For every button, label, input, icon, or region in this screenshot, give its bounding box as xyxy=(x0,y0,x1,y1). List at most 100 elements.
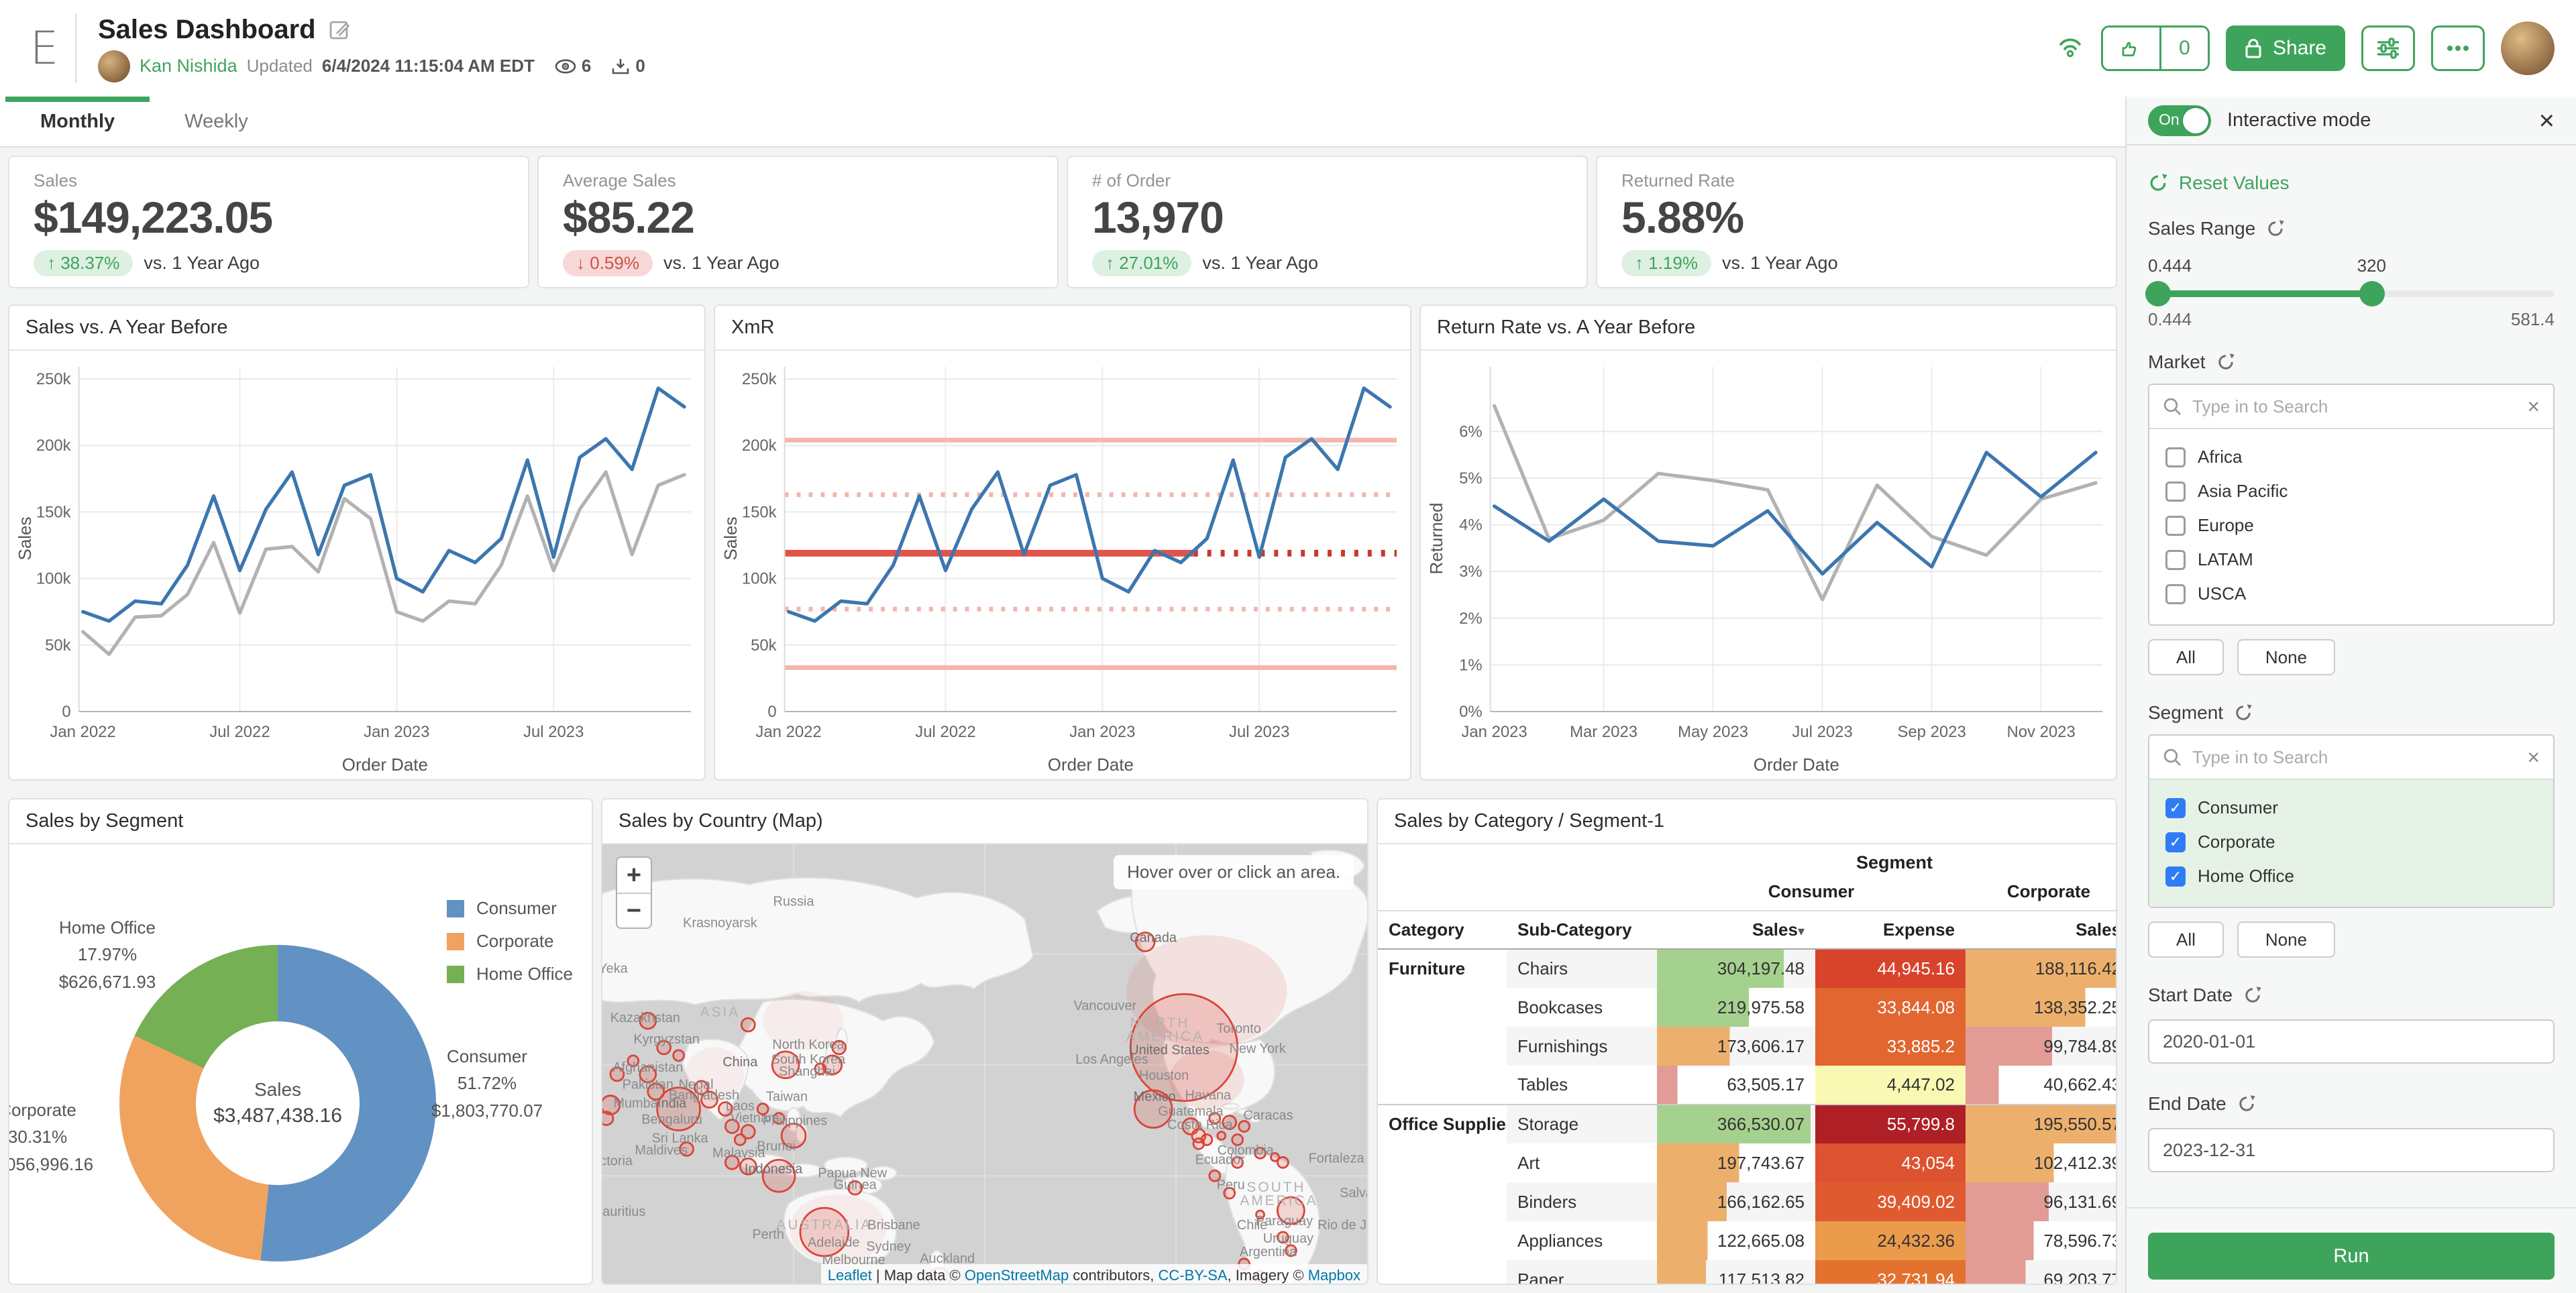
market-option-usca[interactable]: USCA xyxy=(2149,577,2553,611)
share-button[interactable]: Share xyxy=(2225,25,2345,71)
map-bubble[interactable] xyxy=(679,1141,694,1157)
mapbox-link[interactable]: Mapbox xyxy=(1307,1267,1360,1284)
map-bubble[interactable] xyxy=(639,1011,657,1030)
map-bubble[interactable] xyxy=(1129,993,1239,1103)
map-bubble[interactable] xyxy=(1216,1131,1227,1141)
map-bubble[interactable] xyxy=(639,1065,657,1084)
map-bubble[interactable] xyxy=(1255,1209,1265,1220)
market-option-latam[interactable]: LATAM xyxy=(2149,543,2553,577)
more-options-button[interactable] xyxy=(2431,25,2485,71)
checkbox[interactable] xyxy=(2165,549,2186,570)
map-bubble[interactable] xyxy=(656,1039,672,1056)
edit-title-icon[interactable] xyxy=(329,18,352,41)
map-bubble[interactable] xyxy=(1208,1112,1222,1125)
parameters-button[interactable] xyxy=(2361,25,2415,71)
line-chart-sales-vs-year-before[interactable]: 0 50k 100k 150k 200k 250k Jan 2022 Jul 2022 Jan … xyxy=(9,351,704,781)
tab-monthly[interactable]: Monthly xyxy=(5,97,150,146)
close-sidebar-icon[interactable]: × xyxy=(2538,105,2555,135)
map-bubble[interactable] xyxy=(700,1090,718,1109)
market-search-input[interactable] xyxy=(2192,396,2517,417)
map-bubble[interactable] xyxy=(771,1050,800,1080)
map-bubble[interactable] xyxy=(602,1111,614,1126)
map-bubble[interactable] xyxy=(1133,1089,1173,1129)
checkbox[interactable] xyxy=(2165,481,2186,502)
slider-handle-max[interactable] xyxy=(2359,281,2385,306)
map-bubble[interactable] xyxy=(1222,1115,1238,1130)
run-button[interactable]: Run xyxy=(2148,1233,2555,1280)
interactive-mode-toggle[interactable]: On xyxy=(2148,105,2211,136)
map-zoom-in-button[interactable]: + xyxy=(626,860,642,889)
map-bubble[interactable] xyxy=(772,1112,786,1125)
osm-link[interactable]: OpenStreetMap xyxy=(964,1267,1069,1284)
ccbysa-link[interactable]: CC-BY-SA xyxy=(1158,1267,1228,1284)
market-option-europe[interactable]: Europe xyxy=(2149,508,2553,543)
segment-option-corporate[interactable]: ✓ Corporate xyxy=(2149,825,2553,859)
refresh-icon[interactable] xyxy=(2216,353,2235,372)
like-button[interactable] xyxy=(2102,27,2159,69)
end-date-input[interactable] xyxy=(2148,1128,2555,1172)
refresh-icon[interactable] xyxy=(2243,986,2262,1005)
checkbox[interactable] xyxy=(2165,515,2186,536)
slider-handle-min[interactable] xyxy=(2145,281,2171,306)
map-bubble[interactable] xyxy=(1231,1133,1244,1146)
map-bubble[interactable] xyxy=(1223,1186,1236,1200)
map-bubble[interactable] xyxy=(1277,1231,1289,1244)
map-bubble[interactable] xyxy=(724,1119,740,1134)
checkbox[interactable]: ✓ xyxy=(2165,866,2186,887)
map-bubble[interactable] xyxy=(1277,1196,1305,1225)
market-option-africa[interactable]: Africa xyxy=(2149,440,2553,474)
segment-all-button[interactable]: All xyxy=(2148,921,2224,958)
author-link[interactable]: Kan Nishida xyxy=(140,56,237,76)
map-bubble[interactable] xyxy=(847,1180,863,1196)
map-bubble[interactable] xyxy=(1277,1156,1289,1169)
map-bubble[interactable] xyxy=(831,1039,847,1056)
refresh-icon[interactable] xyxy=(2237,1094,2256,1113)
segment-option-home-office[interactable]: ✓ Home Office xyxy=(2149,859,2553,893)
checkbox[interactable]: ✓ xyxy=(2165,797,2186,818)
col-sales-corporate[interactable]: Sales xyxy=(1966,910,2116,950)
map-bubble[interactable] xyxy=(609,1066,625,1082)
market-none-button[interactable]: None xyxy=(2237,639,2336,675)
map-bubble[interactable] xyxy=(733,1133,747,1146)
reset-values-link[interactable]: Reset Values xyxy=(2148,172,2555,194)
map-bubble[interactable] xyxy=(1285,1244,1297,1257)
map-bubble[interactable] xyxy=(1208,1169,1222,1182)
segment-none-button[interactable]: None xyxy=(2237,921,2336,958)
map-bubble[interactable] xyxy=(761,1158,796,1193)
user-avatar[interactable] xyxy=(2501,21,2555,75)
map-bubble[interactable] xyxy=(647,1082,665,1101)
map-zoom-out-button[interactable]: − xyxy=(617,893,651,927)
map-bubble[interactable] xyxy=(1254,1147,1267,1160)
author-avatar[interactable] xyxy=(98,50,130,82)
map-bubble[interactable] xyxy=(627,1054,640,1068)
world-map[interactable]: Russia Krasnoyarsk Yeka ASIA Kazakhstan Kyrgy… xyxy=(602,844,1367,1284)
map-bubble[interactable] xyxy=(1270,1151,1280,1162)
checkbox[interactable] xyxy=(2165,447,2186,467)
checkbox[interactable]: ✓ xyxy=(2165,832,2186,852)
start-date-input[interactable] xyxy=(2148,1019,2555,1064)
leaflet-link[interactable]: Leaflet xyxy=(827,1267,872,1284)
map-bubble[interactable] xyxy=(717,1101,733,1117)
col-expense-consumer[interactable]: Expense xyxy=(1815,910,1966,950)
map-bubble[interactable] xyxy=(1231,1156,1244,1169)
map-bubble[interactable] xyxy=(694,1080,709,1096)
map-bubble[interactable] xyxy=(656,1086,701,1131)
map-bubble[interactable] xyxy=(740,1124,756,1139)
line-chart-return-rate[interactable]: 0% 1% 2% 3% 4% 5% 6% Jan 2023 Mar 2023 May 2023 Ju… xyxy=(1421,351,2116,781)
map-bubble[interactable] xyxy=(822,1054,843,1076)
clear-search-icon[interactable]: × xyxy=(2527,744,2540,769)
map-bubble[interactable] xyxy=(739,1157,757,1176)
segment-option-consumer[interactable]: ✓ Consumer xyxy=(2149,791,2553,825)
market-option-asia-pacific[interactable]: Asia Pacific xyxy=(2149,474,2553,508)
map-bubble[interactable] xyxy=(1134,932,1156,952)
map-bubble[interactable] xyxy=(1192,1137,1205,1150)
market-all-button[interactable]: All xyxy=(2148,639,2224,675)
segment-search-input[interactable] xyxy=(2192,746,2517,768)
map-bubble[interactable] xyxy=(799,1206,850,1257)
map-bubble[interactable] xyxy=(602,1094,621,1115)
app-logo[interactable]: E xyxy=(30,21,59,75)
refresh-icon[interactable] xyxy=(2266,219,2285,238)
map-bubble[interactable] xyxy=(780,1123,807,1149)
map-bubble[interactable] xyxy=(672,1049,685,1062)
map-bubble[interactable] xyxy=(756,1103,769,1115)
